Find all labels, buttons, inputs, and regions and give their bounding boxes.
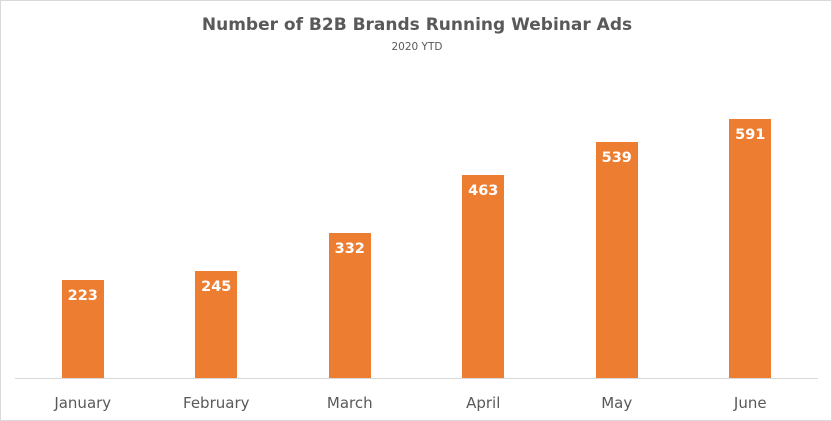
x-tick-label: February: [183, 394, 250, 412]
x-tick-label: March: [326, 394, 373, 412]
data-label: 245: [201, 278, 232, 295]
x-tick-label: January: [54, 394, 112, 412]
x-tick-label: June: [733, 394, 767, 412]
x-axis-line: [15, 378, 818, 379]
data-label: 463: [468, 183, 499, 200]
bar-march: 332: [328, 232, 371, 378]
chart-subtitle: 2020 YTD: [391, 41, 443, 53]
data-label: 591: [735, 127, 766, 143]
data-label: 539: [601, 149, 632, 166]
bar-april: 463: [462, 175, 505, 378]
x-tick-label: April: [466, 394, 501, 412]
bar-february: 245: [195, 270, 238, 378]
bar-january: 223: [61, 280, 104, 378]
data-label: 332: [334, 240, 365, 257]
bar-june: 591: [729, 119, 772, 378]
x-tick-label: May: [601, 394, 633, 412]
data-label: 223: [67, 288, 98, 305]
bar-may: 539: [595, 141, 638, 378]
chart-title: Number of B2B Brands Running Webinar Ads: [201, 15, 633, 35]
